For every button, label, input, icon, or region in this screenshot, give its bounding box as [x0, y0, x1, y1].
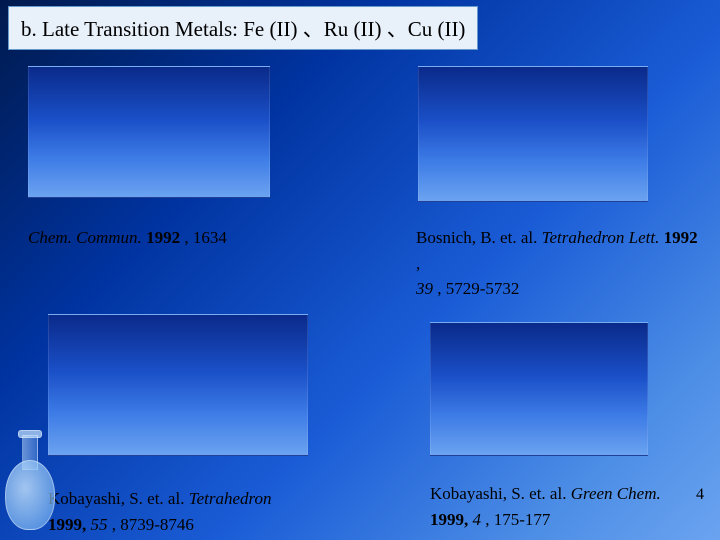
- journal: Chem. Commun.: [28, 228, 142, 247]
- vol: 4: [473, 510, 482, 529]
- pages: , 175-177: [485, 510, 550, 529]
- citation-4: Kobayashi, S. et. al. Green Chem. 1999, …: [430, 481, 661, 532]
- figure-placeholder-3: [48, 314, 308, 456]
- citation-1: Chem. Commun. 1992 , 1634: [28, 225, 227, 251]
- figure-placeholder-4: [430, 322, 648, 456]
- pages: , 8739-8746: [112, 515, 194, 534]
- journal: Green Chem.: [571, 484, 661, 503]
- figure-placeholder-1: [28, 66, 270, 198]
- figure-placeholder-2: [418, 66, 648, 202]
- pages: , 5729-5732: [437, 279, 519, 298]
- journal: Tetrahedron: [189, 489, 272, 508]
- authors: Bosnich, B. et. al.: [416, 228, 542, 247]
- citation-3: Kobayashi, S. et. al. Tetrahedron 1999, …: [48, 486, 272, 537]
- slide-header: b. Late Transition Metals: Fe (II) 、Ru (…: [8, 6, 478, 50]
- year: 1992: [146, 228, 180, 247]
- citation-2: Bosnich, B. et. al. Tetrahedron Lett. 19…: [416, 225, 706, 302]
- header-text: b. Late Transition Metals: Fe (II) 、Ru (…: [21, 17, 465, 41]
- vol: 39: [416, 279, 433, 298]
- page-number: 4: [696, 486, 704, 504]
- vol: 55: [91, 515, 108, 534]
- pages: , 1634: [184, 228, 227, 247]
- flask-body: [5, 460, 55, 530]
- year: 1992: [664, 228, 698, 247]
- year: 1999,: [430, 510, 473, 529]
- flask-decoration: [0, 400, 70, 530]
- authors: Kobayashi, S. et. al.: [430, 484, 571, 503]
- journal: Tetrahedron Lett.: [542, 228, 660, 247]
